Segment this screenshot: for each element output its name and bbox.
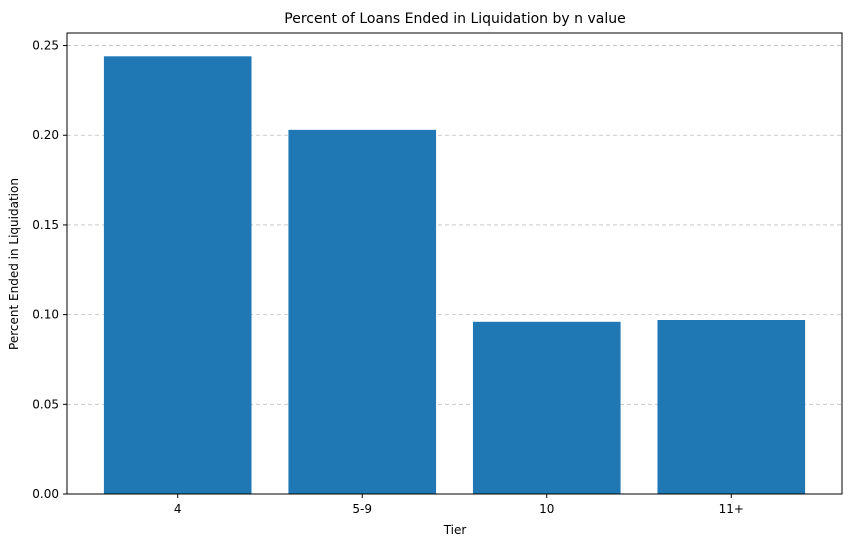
chart-title: Percent of Loans Ended in Liquidation by… [284, 11, 625, 27]
x-tick-label: 4 [174, 502, 182, 516]
bar [103, 56, 252, 495]
x-axis-ticks: 4 5-9 10 11+ [174, 494, 744, 516]
y-axis-label: Percent Ended in Liquidation [7, 178, 21, 350]
x-tick-label: 5-9 [352, 502, 372, 516]
y-axis-ticks: 0.00 0.05 0.10 0.15 0.20 0.25 [32, 39, 67, 501]
bar [472, 321, 621, 494]
x-tick-label: 11+ [719, 502, 744, 516]
y-tick-label: 0.15 [32, 218, 59, 232]
y-tick-label: 0.00 [32, 487, 59, 501]
bar [288, 129, 437, 494]
bar [657, 320, 806, 494]
x-axis-label: Tier [443, 523, 467, 537]
y-tick-label: 0.25 [32, 39, 59, 53]
y-tick-label: 0.10 [32, 308, 59, 322]
bars [103, 56, 806, 495]
plot-frame [66, 32, 843, 495]
y-tick-label: 0.05 [32, 397, 59, 411]
x-tick-label: 10 [539, 502, 554, 516]
y-tick-label: 0.20 [32, 128, 59, 142]
